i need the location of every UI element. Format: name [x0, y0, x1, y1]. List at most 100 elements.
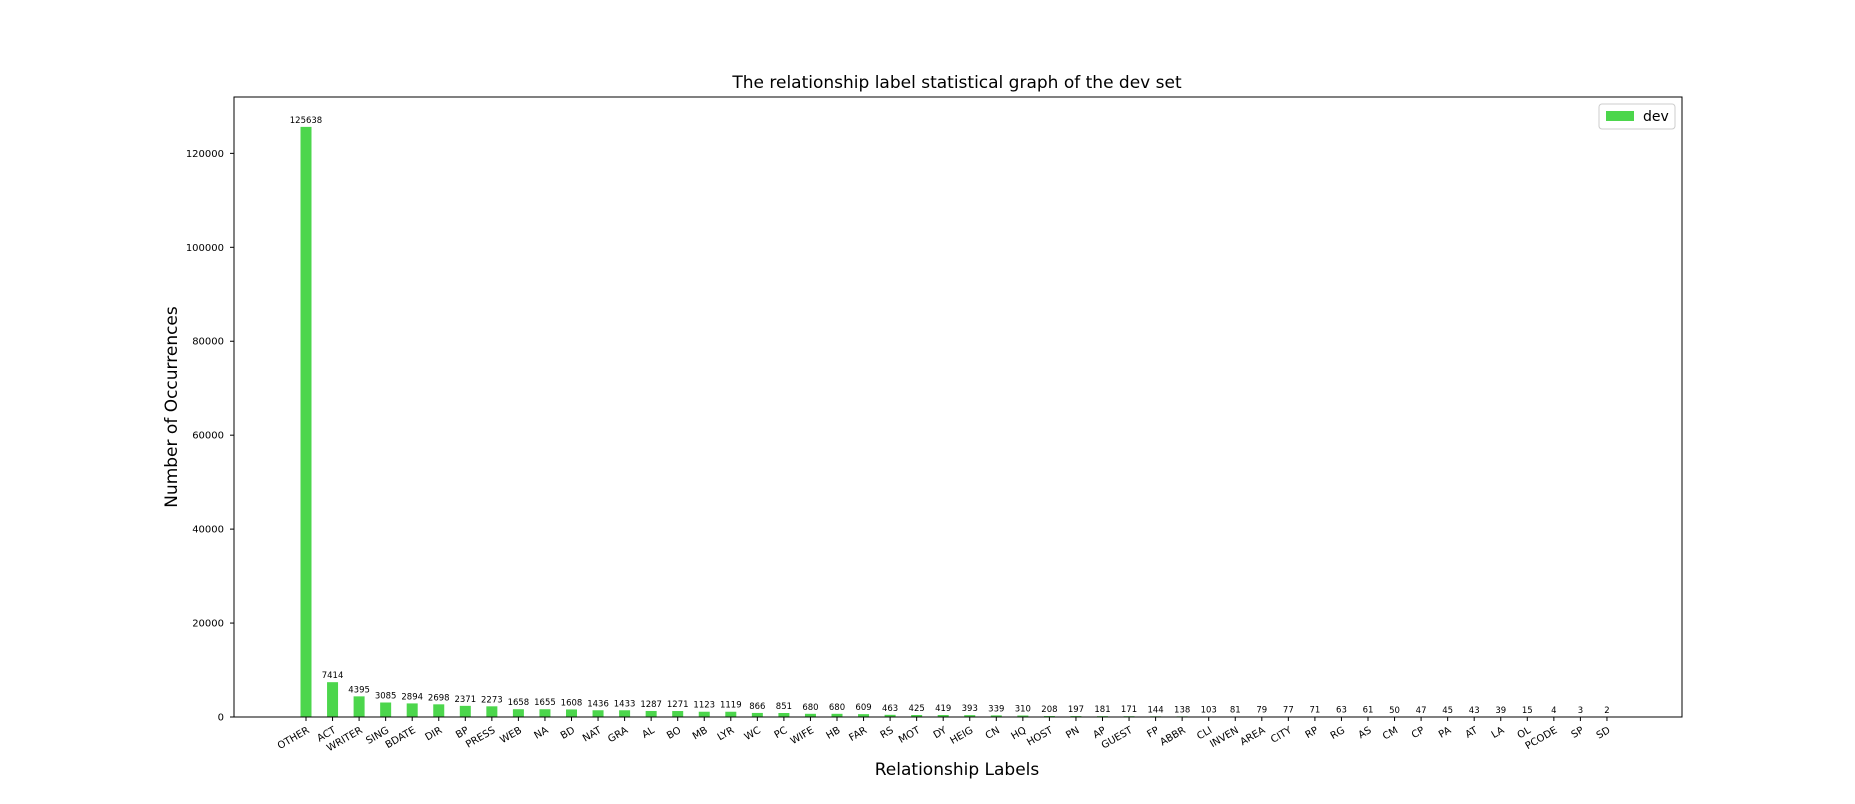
x-tick-label: SP	[1570, 725, 1586, 741]
value-label: 425	[909, 704, 925, 714]
value-label: 2698	[428, 693, 450, 703]
value-label: 1271	[667, 700, 689, 710]
x-tick-label: ABBR	[1158, 725, 1187, 748]
x-tick-label: CP	[1410, 725, 1427, 741]
x-tick-label: BO	[665, 725, 683, 742]
bar-pc	[778, 713, 789, 717]
x-tick-label: AREA	[1238, 725, 1267, 748]
x-tick-label: WIFE	[789, 725, 816, 747]
value-label: 171	[1121, 705, 1137, 715]
y-tick-label: 120000	[186, 149, 224, 160]
x-tick-label: PC	[773, 725, 790, 741]
value-label: 144	[1147, 705, 1163, 715]
value-label: 680	[829, 703, 845, 713]
value-label: 851	[776, 702, 792, 712]
x-tick-label: GUEST	[1100, 725, 1136, 752]
value-label: 1658	[508, 698, 530, 708]
value-label: 1436	[587, 699, 609, 709]
x-tick-label: WEB	[498, 725, 524, 746]
bar-mb	[699, 712, 710, 717]
x-axis-label: Relationship Labels	[875, 760, 1040, 780]
value-label: 197	[1068, 705, 1084, 715]
value-label: 463	[882, 704, 898, 714]
value-label: 393	[962, 704, 978, 714]
x-tick-label: RP	[1304, 725, 1321, 741]
y-axis-label: Number of Occurrences	[162, 306, 182, 508]
value-label: 2	[1604, 706, 1609, 716]
value-label: 61	[1363, 706, 1374, 716]
x-tick-label: SD	[1595, 725, 1613, 742]
x-tick-label: PA	[1437, 725, 1453, 741]
legend: dev	[1599, 104, 1675, 129]
value-label: 4395	[348, 685, 370, 695]
value-label: 339	[988, 704, 1004, 714]
value-label: 50	[1389, 706, 1400, 716]
x-tick-label: AT	[1464, 725, 1481, 741]
value-label: 2371	[454, 695, 476, 705]
value-label: 1608	[561, 698, 583, 708]
bar-bdate	[407, 703, 418, 717]
x-tick-label: OTHER	[276, 725, 312, 752]
value-label: 2894	[401, 692, 423, 702]
bar-other	[301, 127, 312, 717]
y-tick-label: 40000	[192, 525, 224, 536]
value-label: 103	[1201, 706, 1217, 716]
value-label: 1287	[640, 700, 662, 710]
bar-na	[539, 709, 550, 717]
x-tick-label: HEIG	[948, 725, 975, 747]
value-label: 1655	[534, 698, 556, 708]
bar-gra	[619, 710, 630, 717]
bar-bp	[460, 706, 471, 717]
value-label: 15	[1522, 706, 1533, 716]
x-tick-label: BD	[559, 725, 577, 742]
value-label: 181	[1094, 705, 1110, 715]
chart-title: The relationship label statistical graph…	[731, 73, 1182, 93]
x-tick-label: HB	[825, 725, 843, 742]
bar-lyr	[725, 712, 736, 717]
value-label: 2273	[481, 695, 503, 705]
bar-wc	[752, 713, 763, 717]
x-tick-label: LA	[1490, 725, 1507, 741]
bar-bd	[566, 709, 577, 717]
bar-nat	[593, 710, 604, 717]
bar-bo	[672, 711, 683, 717]
value-label: 609	[855, 703, 871, 713]
value-label: 63	[1336, 706, 1347, 716]
value-label: 39	[1495, 706, 1506, 716]
bar-press	[486, 706, 497, 717]
y-tick-label: 20000	[192, 619, 224, 630]
x-tick-label: INVEN	[1208, 725, 1240, 750]
x-tick-label: NAT	[581, 725, 604, 745]
x-tick-label: AS	[1357, 725, 1374, 741]
bar-sing	[380, 703, 391, 717]
x-tick-label: FAR	[847, 725, 869, 744]
y-tick-label: 80000	[192, 337, 224, 348]
value-label: 680	[802, 703, 818, 713]
value-label: 138	[1174, 705, 1190, 715]
value-label: 4	[1551, 706, 1556, 716]
value-label: 79	[1256, 706, 1267, 716]
value-label: 3	[1578, 706, 1583, 716]
x-tick-label: RG	[1329, 725, 1347, 742]
value-label: 310	[1015, 705, 1031, 715]
bar-al	[646, 711, 657, 717]
x-tick-label: DY	[932, 725, 950, 742]
value-label: 81	[1230, 706, 1241, 716]
x-tick-label: AL	[640, 725, 657, 741]
x-tick-label: NA	[533, 725, 551, 742]
value-label: 125638	[290, 116, 322, 126]
y-tick-label: 60000	[192, 431, 224, 442]
value-label: 1123	[693, 701, 715, 711]
x-tick-label: PRESS	[464, 725, 497, 751]
x-tick-label: BDATE	[384, 725, 418, 751]
x-tick-label: RS	[879, 725, 896, 741]
x-tick-label: CN	[984, 725, 1002, 742]
y-tick-label: 0	[218, 713, 224, 724]
value-label: 71	[1309, 706, 1320, 716]
x-tick-label: PN	[1064, 725, 1081, 741]
value-label: 1433	[614, 699, 636, 709]
value-label: 1119	[720, 701, 742, 711]
